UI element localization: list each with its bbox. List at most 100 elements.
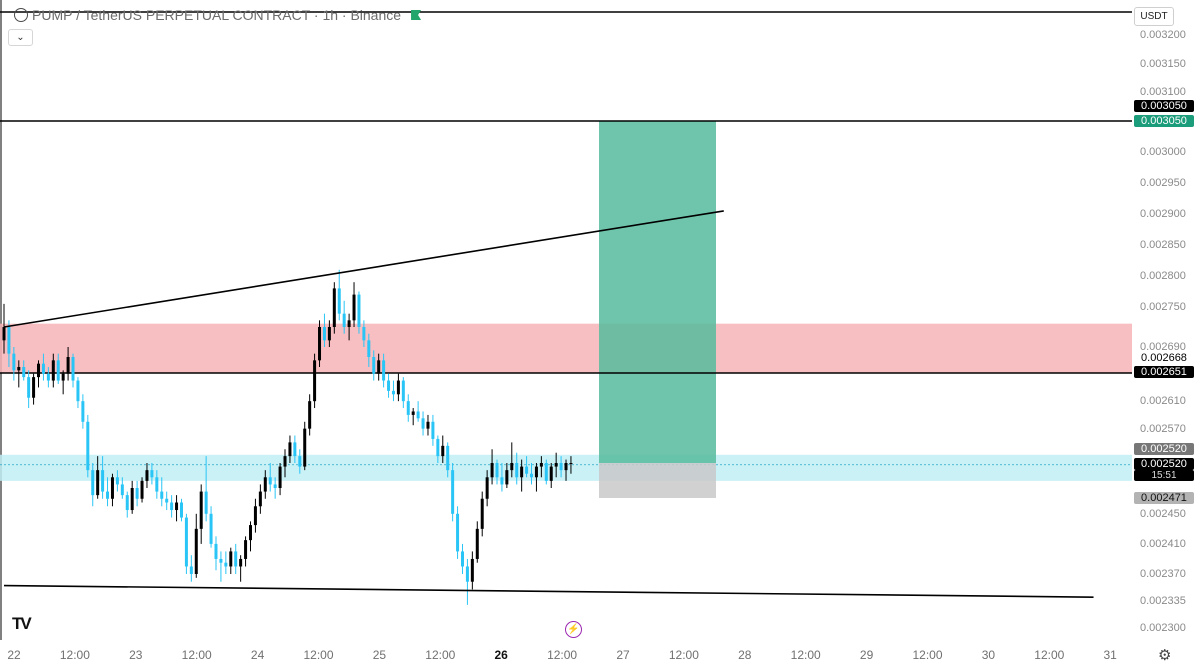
- candle-body: [318, 327, 322, 361]
- candle-body: [268, 477, 272, 485]
- candle-body: [470, 558, 474, 582]
- time-tick-label: 12:00: [790, 648, 821, 662]
- candle-body: [27, 377, 31, 398]
- candle-body: [411, 411, 415, 415]
- price-tick-label: 0.002610: [1140, 395, 1186, 408]
- candle-body: [258, 491, 262, 507]
- price-tick-label: 0.002410: [1140, 537, 1186, 550]
- candle-body: [515, 463, 519, 478]
- time-tick-label: 12:00: [912, 648, 943, 662]
- time-tick-label: 23: [129, 648, 143, 662]
- candle-body: [456, 513, 460, 552]
- candle-body: [431, 421, 435, 439]
- candle-body: [61, 373, 65, 381]
- price-tick-label: 0.003100: [1140, 86, 1186, 99]
- candle-body: [421, 418, 425, 429]
- candle-body: [106, 491, 110, 499]
- time-tick-label: 30: [981, 648, 996, 662]
- candle-body: [283, 456, 287, 467]
- candle-body: [288, 442, 292, 457]
- time-tick-label: 28: [738, 648, 752, 662]
- candle-body: [130, 488, 134, 511]
- candle-body: [465, 566, 469, 582]
- candle-body: [500, 477, 504, 485]
- candle-body: [115, 477, 119, 485]
- candle-body: [22, 367, 26, 378]
- candle-body: [490, 463, 494, 478]
- price-tag-2520-grey: 0.002520: [1134, 443, 1194, 455]
- candle-body: [209, 513, 213, 544]
- candle-body: [273, 484, 277, 488]
- candle-body: [239, 558, 243, 567]
- candle-body: [125, 495, 129, 511]
- time-tick-label: 31: [1103, 648, 1117, 662]
- gear-icon[interactable]: ⚙: [1158, 647, 1172, 664]
- candle-body: [41, 363, 45, 374]
- collapse-legend-button[interactable]: ⌄: [8, 29, 33, 46]
- time-tick-label: 12:00: [1034, 648, 1065, 662]
- candle-body: [549, 466, 553, 481]
- price-tick-label: 0.002900: [1140, 208, 1186, 220]
- position-loss-zone: [599, 463, 716, 498]
- time-tick-label: 12:00: [425, 648, 456, 662]
- candle-body: [101, 470, 105, 492]
- candle-body: [308, 401, 312, 429]
- candle-body: [96, 470, 100, 496]
- candle-body: [544, 463, 548, 481]
- price-tick-label: 0.002750: [1140, 301, 1186, 313]
- candle-body: [179, 502, 183, 518]
- symbol-logo-icon: [14, 8, 28, 22]
- candle-body: [150, 470, 154, 478]
- candle-body: [229, 551, 233, 567]
- candle-body: [436, 438, 440, 457]
- price-tick-label: 0.002850: [1140, 239, 1186, 251]
- price-tick-label: 0.002800: [1140, 270, 1186, 282]
- event-lightning-icon[interactable]: ⚡: [565, 621, 582, 638]
- candle-countdown: 15:51: [1134, 470, 1194, 481]
- candle-body: [387, 380, 391, 391]
- candle-body: [372, 357, 376, 374]
- candle-body: [110, 477, 114, 499]
- price-tick-label: 0.003000: [1140, 146, 1186, 158]
- candle-body: [377, 360, 381, 374]
- candle-body: [357, 294, 361, 327]
- candle-body: [155, 477, 159, 492]
- candle-body: [184, 517, 188, 567]
- price-tick-label: 0.002950: [1140, 177, 1186, 189]
- candle-body: [362, 327, 366, 341]
- candle-body: [66, 357, 70, 374]
- candle-body: [165, 498, 169, 503]
- time-tick-label: 24: [250, 648, 265, 662]
- price-tag-2668: 0.002668: [1134, 352, 1194, 364]
- candle-body: [426, 421, 430, 429]
- candle-body: [219, 558, 223, 563]
- flag-icon[interactable]: [411, 10, 422, 20]
- candle-body: [510, 463, 514, 471]
- candle-body: [569, 463, 573, 464]
- candle-body: [505, 470, 509, 485]
- candle-body: [313, 360, 317, 402]
- chart-header: PUMP / TetherUS PERPETUAL CONTRACT · 1h …: [14, 7, 422, 23]
- candle-body: [71, 357, 75, 381]
- currency-selector[interactable]: USDT: [1134, 7, 1174, 26]
- time-tick-label: 29: [859, 648, 874, 662]
- chevron-down-icon: ⌄: [16, 32, 25, 43]
- candle-body: [382, 360, 386, 381]
- candle-body: [446, 445, 450, 471]
- candle-body: [244, 540, 248, 559]
- candle-body: [332, 288, 336, 327]
- price-tag-stop: 0.002471: [1134, 492, 1194, 504]
- candle-body: [194, 528, 198, 574]
- candle-body: [367, 340, 371, 357]
- price-tick-label: 0.002690: [1140, 341, 1186, 353]
- candle-body: [337, 288, 341, 314]
- candle-body: [391, 390, 395, 395]
- candle-body: [322, 327, 326, 341]
- candle-body: [347, 320, 351, 327]
- tradingview-logo[interactable]: TV: [12, 614, 32, 633]
- candle-body: [224, 562, 228, 567]
- price-tag-current: 0.002520: [1134, 458, 1194, 470]
- price-tag-3050-dark: 0.003050: [1134, 100, 1194, 112]
- candle-body: [199, 491, 203, 529]
